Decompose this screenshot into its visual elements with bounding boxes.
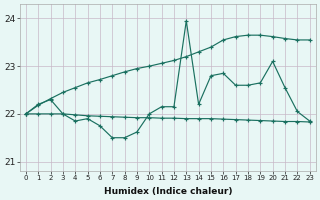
X-axis label: Humidex (Indice chaleur): Humidex (Indice chaleur) xyxy=(104,187,232,196)
